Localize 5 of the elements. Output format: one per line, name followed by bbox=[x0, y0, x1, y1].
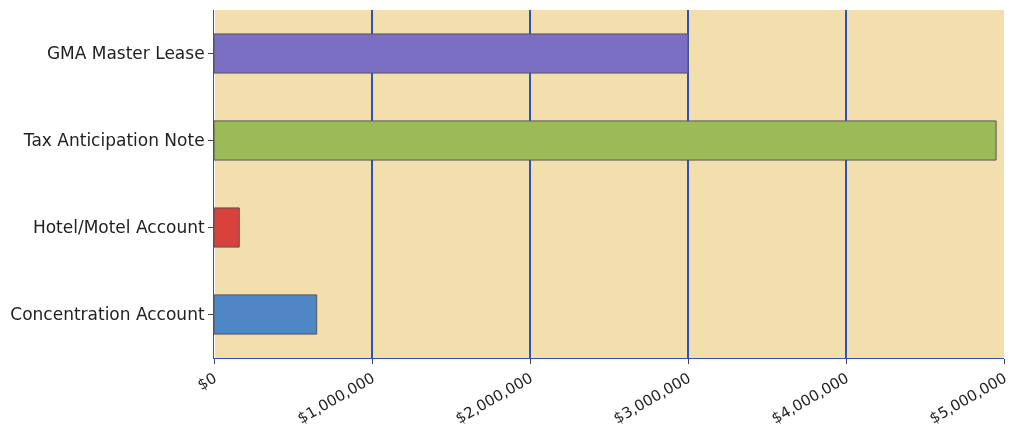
y-tick-label: Concentration Account bbox=[10, 304, 205, 325]
y-tick-label: Hotel/Motel Account bbox=[32, 217, 205, 238]
x-tick-label: $0 bbox=[194, 368, 220, 395]
y-tick-label: GMA Master Lease bbox=[46, 43, 205, 64]
y-tick-label: Tax Anticipation Note bbox=[22, 130, 205, 151]
